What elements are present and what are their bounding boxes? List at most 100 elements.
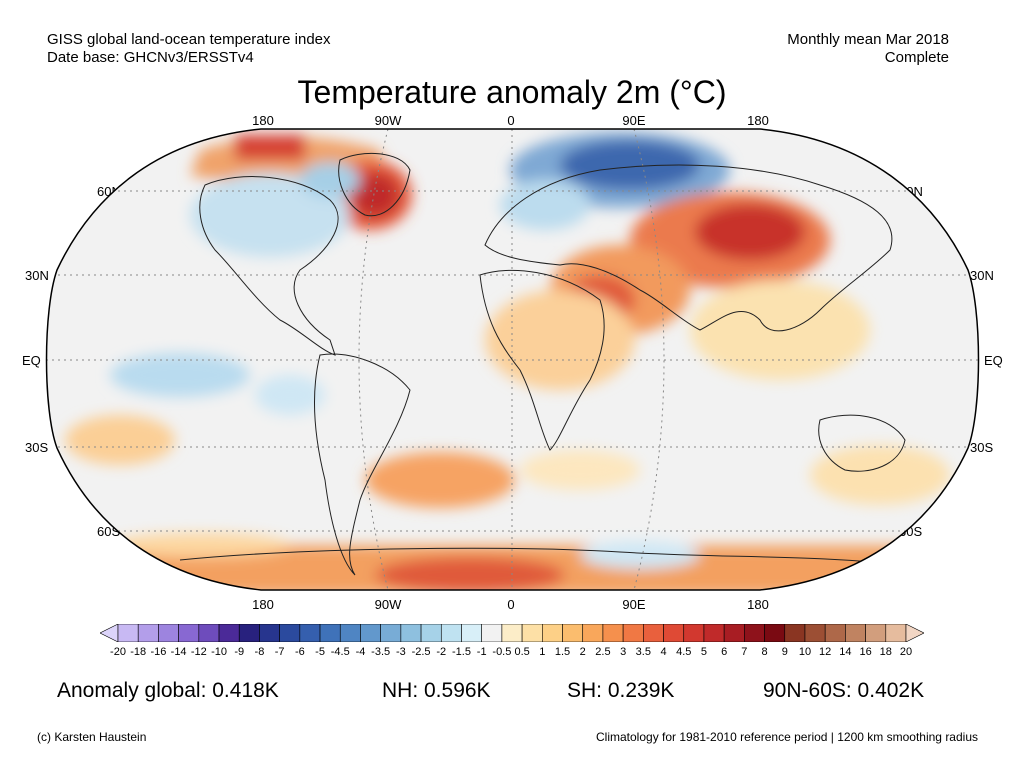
colorbar-tick-label: 9 [781,646,788,658]
colorbar-swatch [501,624,523,642]
colorbar-tick-label: 12 [819,646,832,658]
colorbar-swatch [380,624,402,642]
lon-label-bottom-0: 0 [507,597,515,612]
colorbar-swatch [703,624,725,642]
colorbar-swatch [461,624,482,642]
colorbar-swatch [885,624,907,642]
lat-label-right-30s: 30S [970,440,994,455]
colorbar-swatch [764,624,786,642]
colorbar-tick-label: -16 [150,646,167,658]
colorbar-swatch [602,624,624,642]
lon-label-bottom-180e: 180 [747,597,769,612]
colorbar-swatch [178,624,200,642]
colorbar-swatch [360,624,381,642]
coastlines [179,152,906,576]
colorbar-tick-label: -2 [436,646,447,658]
colorbar-swatch [683,624,705,642]
lat-label-left-30s: 30S [25,440,49,455]
graticule [46,129,979,590]
lon-label-top-90w: 90W [374,113,402,128]
colorbar [100,624,924,642]
colorbar-swatch [582,624,604,642]
period-label: Monthly mean Mar 2018 [787,31,949,48]
colorbar-swatch [440,624,462,642]
colorbar-tick-label: -9 [234,646,245,658]
colorbar-max-arrow [905,624,924,642]
colorbar-swatch [218,624,240,642]
lon-label-bottom-90w: 90W [374,597,402,612]
colorbar-swatch [158,624,179,642]
colorbar-swatch [865,624,887,642]
colorbar-tick-label: -3 [395,646,406,658]
colorbar-tick-label: -5 [315,646,325,658]
polar-band-anomaly: 90N-60S: 0.402K [763,679,925,702]
colorbar-tick-label: 5 [700,646,707,658]
colorbar-tick-label: 0.5 [514,646,530,658]
colorbar-tick-label: -2.5 [411,646,431,658]
lat-label-left-eq: EQ [22,353,41,368]
colorbar-tick-label: -3.5 [371,646,391,658]
colorbar-swatch [622,624,644,642]
colorbar-tick-label: -6 [294,646,305,658]
colorbar-tick-label: -18 [130,646,147,658]
colorbar-tick-label: 3.5 [635,646,651,658]
colorbar-swatch [481,624,503,642]
colorbar-swatch [784,624,806,642]
colorbar-swatch [339,624,361,642]
nh-anomaly: NH: 0.596K [382,679,491,702]
database-label: Date base: GHCNv3/ERSSTv4 [47,49,254,66]
colorbar-tick-label: 16 [859,646,872,658]
colorbar-swatch [824,624,846,642]
colorbar-swatch [723,624,745,642]
colorbar-swatch [542,624,563,642]
colorbar-labels: -20 -18 -16 -14 -12 -10 -9 -8 -7 -6 -5 -4.5 -4 -3.5 -3… [100,646,924,660]
copyright: (c) Karsten Haustein [37,730,147,744]
colorbar-tick-label: -8 [254,646,265,658]
colorbar-tick-label: 10 [798,646,812,658]
colorbar-tick-label: -0.5 [492,646,512,658]
colorbar-swatch [562,624,584,642]
lon-label-bottom-90e: 90E [622,597,646,612]
colorbar-tick-label: -14 [170,646,187,658]
colorbar-swatch [804,624,826,642]
colorbar-tick-label: 2.5 [595,646,611,658]
colorbar-swatch [521,624,543,642]
map-title: Temperature anomaly 2m (°C) [297,74,727,110]
anomaly-field [50,132,979,590]
colorbar-tick-label: -7 [274,646,285,658]
globe-outline [45,128,980,591]
lat-label-right-eq: EQ [984,353,1003,368]
colorbar-tick-label: -12 [190,646,207,658]
dataset-title: GISS global land-ocean temperature index [47,31,331,48]
lon-label-bottom-180w: 180 [252,597,274,612]
colorbar-tick-label: 2 [579,646,586,658]
colorbar-tick-label: 3 [620,646,627,658]
lon-label-top-180w: 180 [252,113,274,128]
colorbar-tick-label: -4.5 [330,646,350,658]
climatology-note: Climatology for 1981-2010 reference peri… [596,730,978,744]
colorbar-swatch [198,624,220,642]
colorbar-tick-label: 6 [721,646,728,658]
colorbar-swatch [319,624,341,642]
colorbar-tick-label: 1 [539,646,546,658]
colorbar-swatch [845,624,866,642]
colorbar-tick-label: 8 [761,646,768,658]
colorbar-min-arrow [100,624,119,642]
colorbar-tick-label: -4 [355,646,366,658]
colorbar-tick-label: 20 [899,646,913,658]
colorbar-swatch [400,624,422,642]
colorbar-swatch [238,624,260,642]
colorbar-tick-label: -1.5 [452,646,471,658]
colorbar-swatch [420,624,442,642]
lon-label-top-90e: 90E [622,113,646,128]
colorbar-swatch [117,624,139,642]
colorbar-swatch [279,624,301,642]
completeness-label: Complete [884,49,949,66]
lon-label-top-0: 0 [507,113,515,128]
colorbar-swatch [663,624,685,642]
sh-anomaly: SH: 0.239K [567,679,675,702]
colorbar-swatch [299,624,321,642]
colorbar-tick-label: -10 [211,646,227,658]
colorbar-tick-label: -20 [110,646,126,658]
